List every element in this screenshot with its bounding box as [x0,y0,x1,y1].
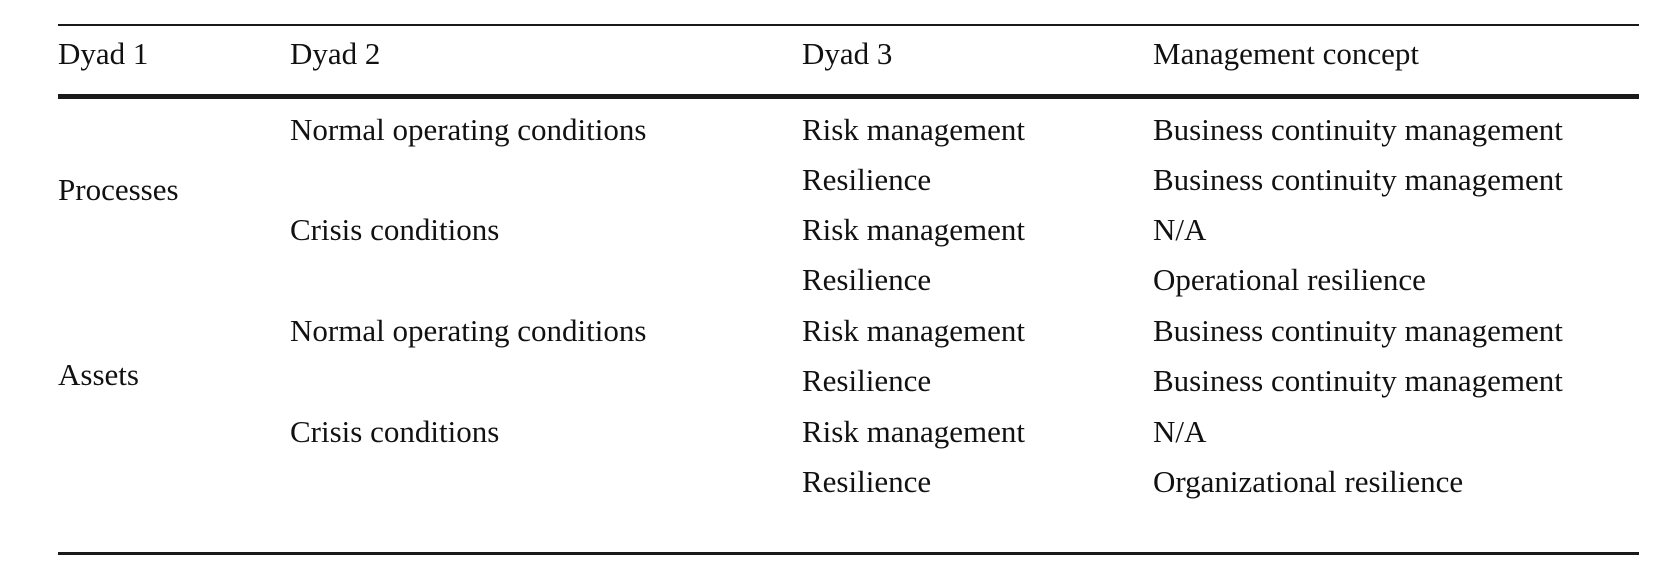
dyad2-group: Crisis conditions [290,414,500,449]
header-dyad-1: Dyad 1 [58,36,149,71]
row-concept: Business continuity management [1153,162,1563,197]
row-concept: Business continuity management [1153,363,1563,398]
row-dyad3: Resilience [802,162,932,197]
header-dyad-2: Dyad 2 [290,36,381,71]
row-dyad3: Resilience [802,363,932,398]
dyad2-group: Normal operating conditions [290,313,647,348]
row-dyad3: Resilience [802,464,932,499]
table-bottom-rule [58,552,1639,555]
header-management-concept: Management concept [1153,36,1419,71]
header-dyad-3: Dyad 3 [802,36,893,71]
row-concept: Business continuity management [1153,112,1563,147]
dyad2-group: Normal operating conditions [290,112,647,147]
row-concept: Organizational resilience [1153,464,1464,499]
row-concept: N/A [1153,212,1207,247]
row-dyad3: Resilience [802,262,932,297]
row-concept: Business continuity management [1153,313,1563,348]
table-top-rule [58,24,1639,26]
row-concept: Operational resilience [1153,262,1426,297]
row-dyad3: Risk management [802,414,1025,449]
row-dyad3: Risk management [802,313,1025,348]
table-header-rule [58,94,1639,99]
dyad2-group: Crisis conditions [290,212,500,247]
row-dyad3: Risk management [802,212,1025,247]
row-concept: N/A [1153,414,1207,449]
dyad1-group-processes: Processes [58,172,179,207]
dyad1-group-assets: Assets [58,357,139,392]
row-dyad3: Risk management [802,112,1025,147]
